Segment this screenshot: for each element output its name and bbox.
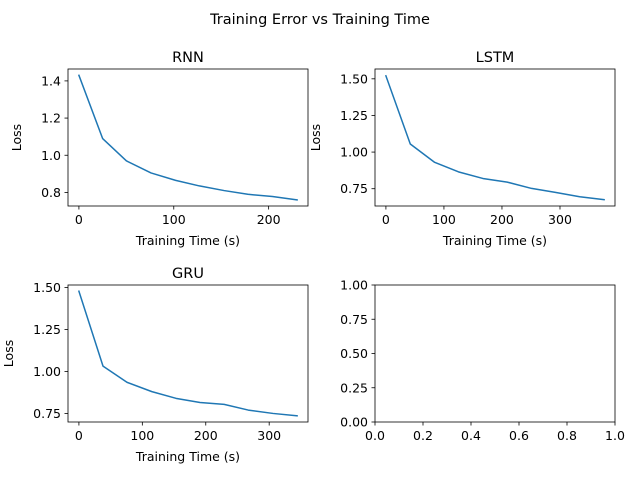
x-tick-label: 0.2 [413, 428, 433, 443]
y-tick-label: 1.50 [33, 280, 61, 295]
axes-frame [67, 284, 309, 423]
y-tick-label: 1.25 [340, 108, 368, 123]
y-tick-label: 0.50 [340, 346, 368, 361]
x-tick-label: 0.0 [365, 428, 385, 443]
subplot-empty: 0.0 0.2 0.4 0.6 0.8 1.0 0.00 0.25 0.50 0.75 1.00 [340, 278, 625, 444]
axes-frame [374, 68, 616, 207]
series-line-0 [77, 74, 298, 201]
x-axis-label: Training Time (s) [135, 449, 240, 464]
y-tick-label: 1.50 [340, 71, 368, 86]
y-tick-label: 1.4 [41, 73, 61, 88]
x-axis-label: Training Time (s) [135, 233, 240, 248]
x-tick-label: 1.0 [605, 428, 625, 443]
subplot-title: GRU [172, 266, 204, 282]
x-tick-label: 300 [548, 212, 572, 227]
x-tick-label: 0 [75, 428, 83, 443]
x-tick-label: 0.6 [509, 428, 529, 443]
x-tick-label: 200 [257, 212, 281, 227]
y-axis-label: Loss [308, 124, 323, 151]
x-tick-label: 200 [490, 212, 514, 227]
y-tick-label: 1.25 [33, 322, 61, 337]
x-axis-label: Training Time (s) [442, 233, 547, 248]
y-tick-label: 0.75 [33, 406, 61, 421]
subplot-lstm: 0 100 200 300 0.75 1.00 1.25 1.50 LSTM Training… [308, 50, 616, 248]
series-line-0 [384, 74, 605, 201]
subplot-gru: 0 100 200 300 0.75 1.00 1.25 1.50 GRU Training … [1, 266, 309, 464]
y-axis-label: Loss [9, 124, 24, 151]
axes-frame [67, 68, 309, 207]
y-tick-label: 1.2 [41, 111, 61, 126]
y-tick-label: 0.25 [340, 380, 368, 395]
figure-suptitle: Training Error vs Training Time [209, 12, 430, 28]
y-tick-label: 0.75 [340, 312, 368, 327]
x-tick-label: 200 [194, 428, 218, 443]
y-tick-label: 1.0 [41, 148, 61, 163]
subplot-rnn: 0 100 200 0.8 1.0 1.2 1.4 RNN Training Time (s… [9, 50, 309, 248]
x-tick-label: 0.8 [557, 428, 577, 443]
y-tick-label: 1.00 [33, 364, 61, 379]
x-tick-label: 100 [432, 212, 456, 227]
x-tick-label: 0 [75, 212, 83, 227]
y-tick-label: 0.75 [340, 181, 368, 196]
x-tick-label: 300 [257, 428, 281, 443]
subplot-title: LSTM [476, 50, 515, 66]
y-tick-label: 1.00 [340, 145, 368, 160]
y-tick-label: 0.00 [340, 415, 368, 430]
x-tick-label: 0 [382, 212, 390, 227]
x-tick-label: 100 [130, 428, 154, 443]
x-tick-label: 100 [162, 212, 186, 227]
subplot-title: RNN [172, 50, 204, 66]
y-tick-label: 0.8 [41, 185, 61, 200]
series-line-0 [77, 290, 298, 417]
x-tick-label: 0.4 [461, 428, 481, 443]
y-axis-label: Loss [1, 340, 16, 367]
y-tick-label: 1.00 [340, 278, 368, 293]
